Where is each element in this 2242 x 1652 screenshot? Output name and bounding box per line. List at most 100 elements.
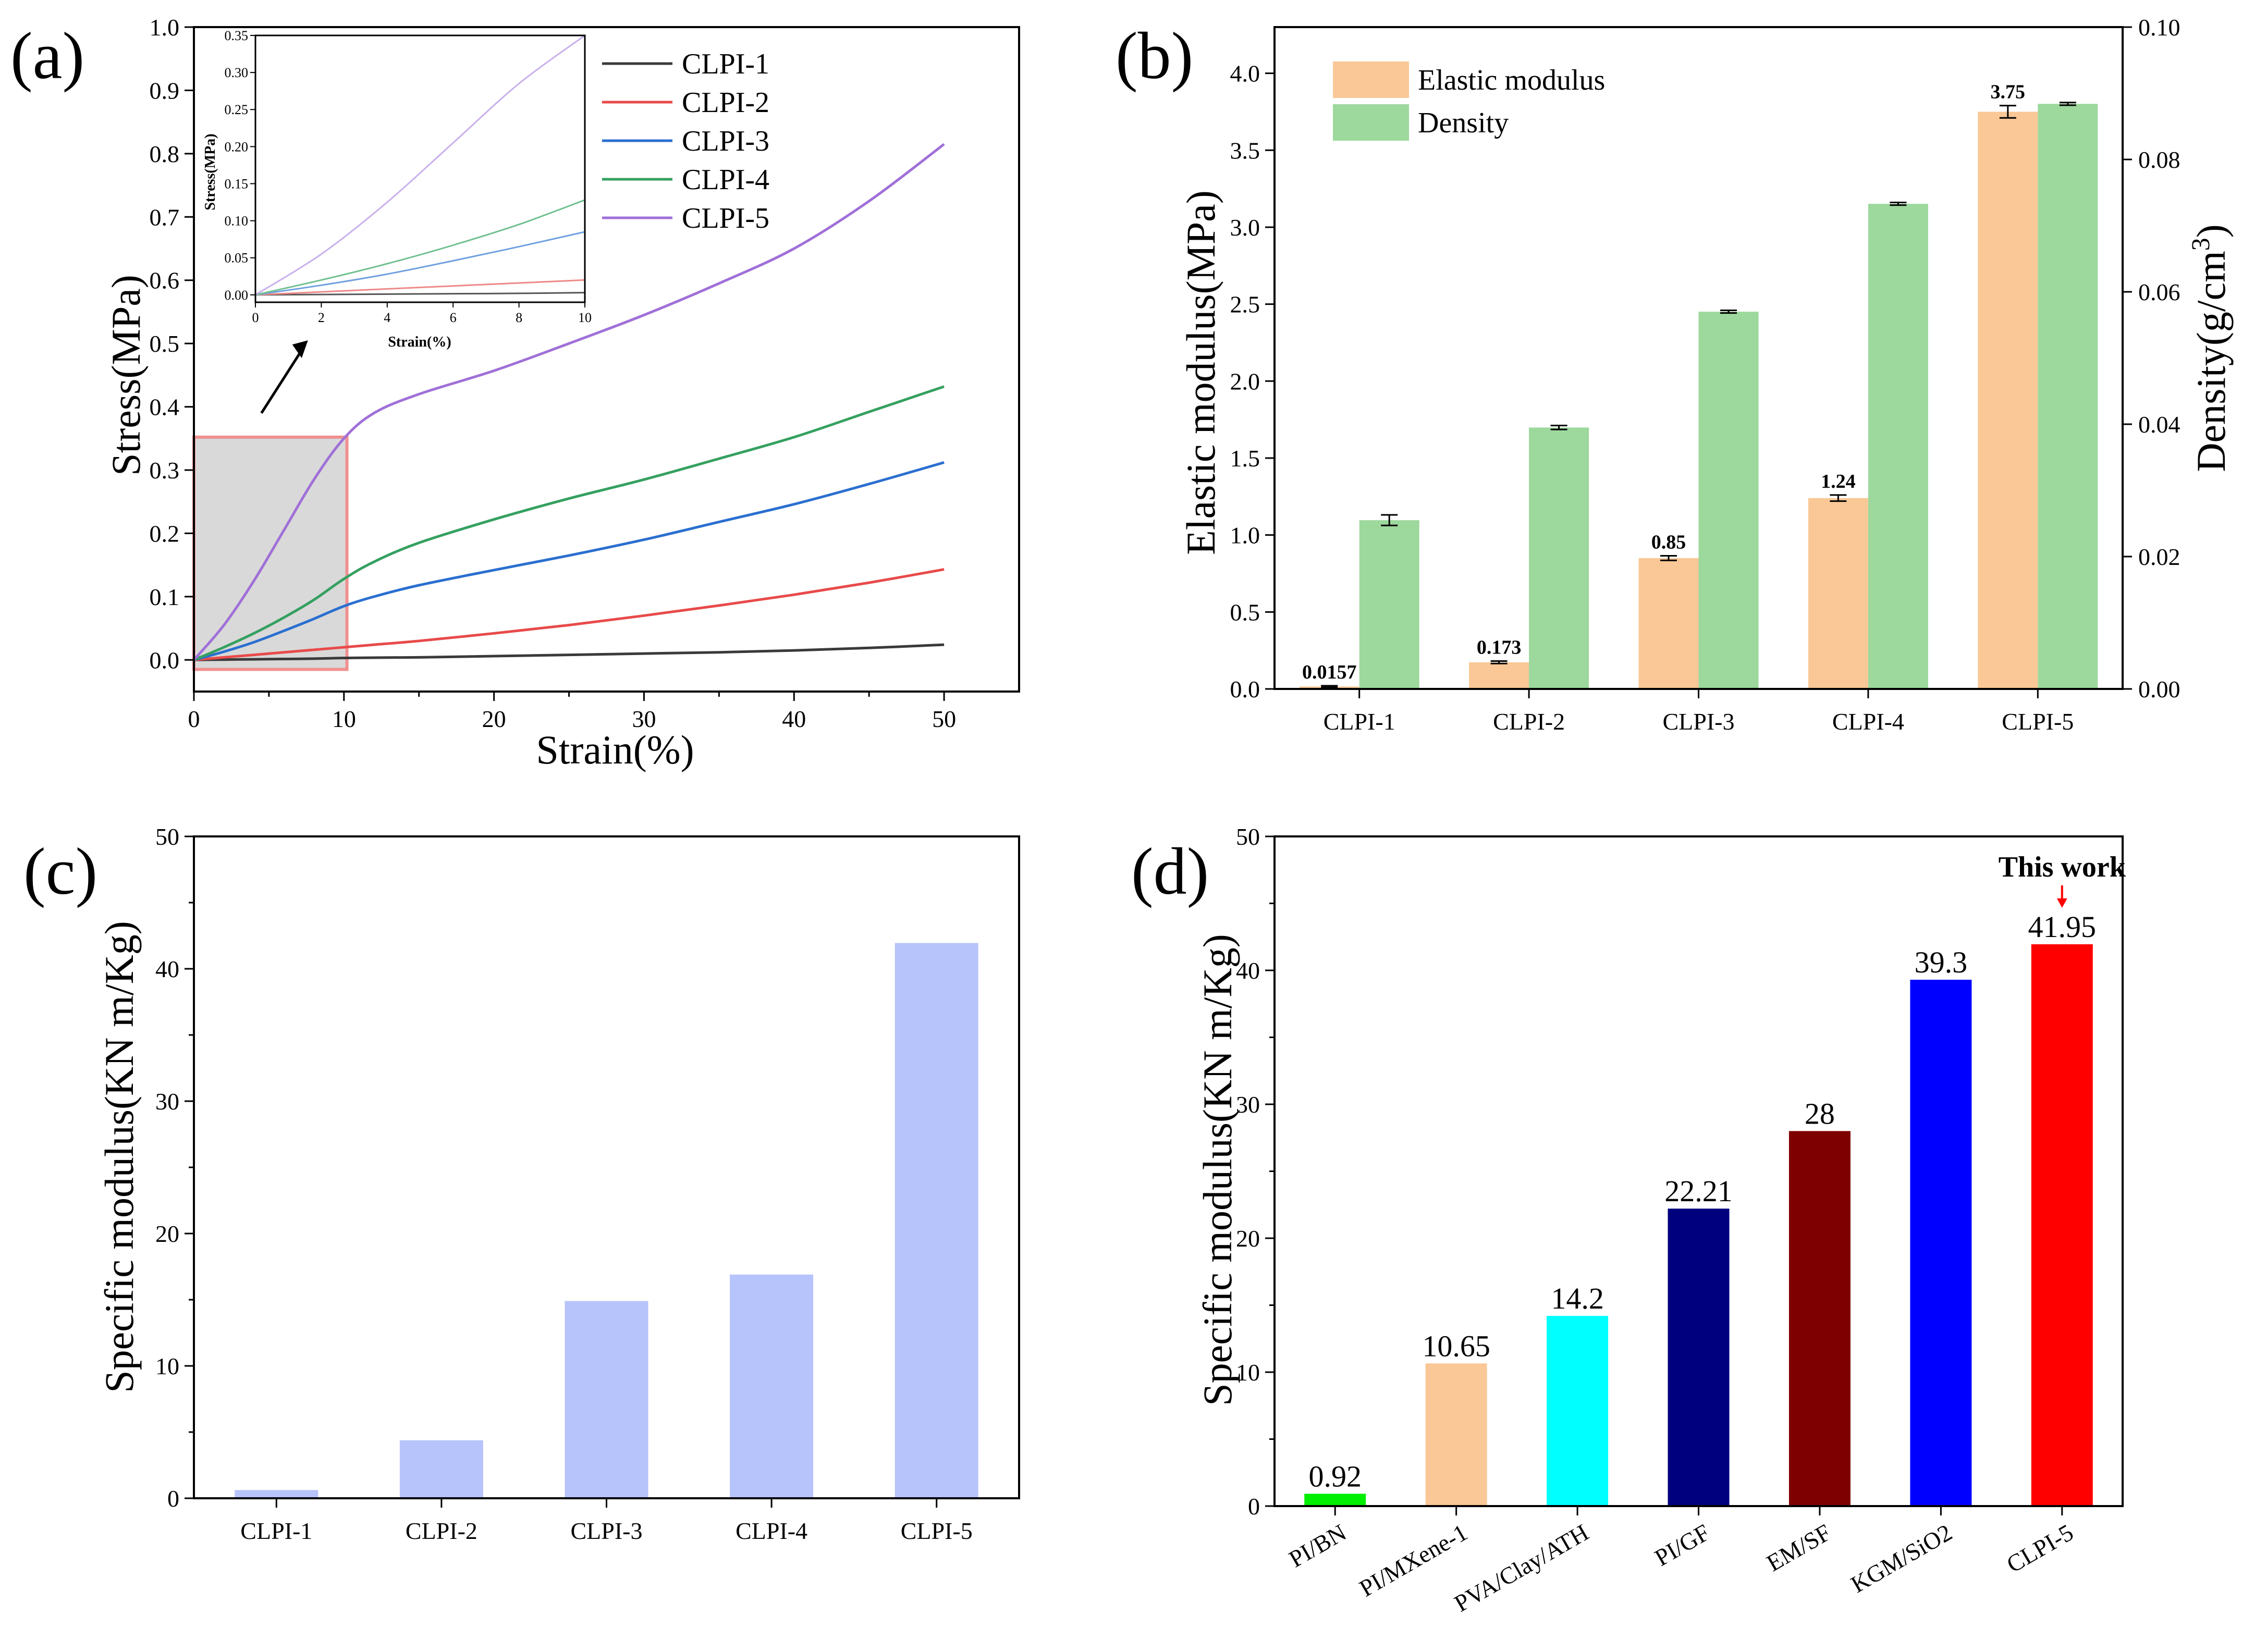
bar-value-label: 28: [1805, 1096, 1835, 1130]
x-tick-label: 40: [782, 706, 806, 732]
y-tick-label: 0.4: [150, 394, 180, 421]
bar-value-label: 39.3: [1915, 945, 1968, 979]
panel-d-axes-frame: [1273, 835, 2124, 1507]
legend-swatch-elastic-modulus: [1333, 61, 1409, 98]
y-tick-label: 20: [155, 1220, 179, 1247]
left-y-tick-label: 1.5: [1230, 445, 1260, 472]
bar-value-label: 41.95: [2028, 910, 2097, 944]
panel-a-axes-frame: [193, 26, 1020, 693]
x-tick-label: CLPI-1: [240, 1518, 312, 1544]
density-bar-clpi-1: [1359, 520, 1419, 689]
x-tick-label: 10: [332, 706, 356, 732]
panel-a-ticks: 0 10 20 30 40 500.00.10.20.30.40.50.60.70.80.…: [150, 14, 957, 732]
bar-value-label: 10.65: [1422, 1329, 1490, 1363]
zoom-arrow: [260, 349, 303, 414]
elastic-modulus-bar-clpi-3: [1638, 558, 1699, 689]
panel-b-axes-frame: [1273, 26, 2124, 690]
density-label-main: Density(g/cm: [2188, 251, 2234, 472]
y-tick-label: 0.8: [150, 141, 180, 167]
panel-c-ticks: 0 10 20 30 40 50 CLPI-1 CLPI-2 CLPI-3 CLPI-4 CLPI-…: [155, 823, 973, 1544]
inset-x-tick-label: 6: [450, 310, 457, 325]
right-y-tick-label: 0.04: [2138, 411, 2180, 438]
legend-label-density: Density: [1418, 107, 1509, 139]
inset-series-lines: [255, 34, 585, 296]
panel-d-label: (d): [1131, 834, 1209, 908]
right-y-tick-label: 0.08: [2138, 146, 2180, 173]
left-y-tick-label: 2.5: [1230, 291, 1260, 318]
specific-modulus-bar-clpi-2: [399, 1440, 483, 1498]
x-tick-label: 20: [482, 706, 506, 732]
x-tick-label: CLPI-4: [1832, 708, 1904, 735]
x-tick-label: CLPI-3: [571, 1518, 643, 1544]
elastic-modulus-data-label: 1.24: [1821, 471, 1856, 492]
x-tick-label: CLPI-5: [901, 1518, 973, 1544]
elastic-modulus-bar-clpi-2: [1469, 662, 1529, 689]
y-tick-label: 0.2: [150, 520, 180, 547]
y-tick-label: 0.3: [150, 457, 180, 484]
legend-label-clpi-3: CLPI-3: [682, 125, 769, 157]
inset-line-clpi-5: [255, 34, 585, 296]
panel-c-bars: [235, 943, 978, 1498]
panel-c-axes-frame: [193, 835, 1020, 1499]
inset-y-tick-label: 0.05: [225, 251, 249, 266]
panel-d-y-axis-label: Specific modulus(KN m/Kg): [1195, 934, 1240, 1406]
specific-modulus-bar-clpi-1: [235, 1490, 318, 1498]
y-tick-label: 10: [155, 1353, 179, 1379]
y-tick-label: 10: [1236, 1359, 1260, 1386]
panel-a-series-lines: [193, 143, 945, 661]
x-tick-label: 30: [632, 706, 656, 732]
x-tick-label: CLPI-5: [2002, 708, 2074, 735]
y-tick-label: 30: [155, 1088, 179, 1115]
left-y-tick-label: 0.5: [1230, 599, 1260, 625]
density-bar-clpi-4: [1868, 204, 1928, 689]
left-y-tick-label: 4.0: [1230, 60, 1260, 87]
inset-y-tick-label: 0.20: [225, 139, 249, 154]
panel-a-legend: CLPI-1 CLPI-2 CLPI-3 CLPI-4 CLPI-5: [602, 48, 769, 235]
elastic-modulus-data-label: 3.75: [1991, 81, 2026, 103]
inset-ticks: 0 2 4 6 8 10 0.00 0.05 0.10 0.15 0.20 0.25 0.30 0.35: [225, 28, 592, 325]
panel-c-label: (c): [23, 834, 97, 908]
left-y-tick-label: 3.0: [1230, 214, 1260, 241]
y-tick-label: 0.9: [150, 77, 180, 104]
elastic-modulus-data-label: 0.173: [1477, 637, 1522, 659]
panel-a-y-axis-label: Stress(MPa): [103, 275, 149, 476]
panel-a-x-axis-label: Strain(%): [536, 727, 694, 772]
inset-line-clpi-1: [255, 292, 585, 296]
x-tick-label: 50: [932, 706, 956, 732]
x-tick-label: CLPI-1: [1324, 708, 1395, 735]
bar-value-label: 22.21: [1664, 1174, 1733, 1208]
inset-y-tick-label: 0.30: [225, 65, 249, 80]
comparison-bar: [1547, 1316, 1609, 1506]
y-tick-label: 50: [1236, 823, 1260, 850]
inset-y-tick-label: 0.25: [225, 102, 249, 117]
inset-y-tick-label: 0.10: [225, 214, 249, 229]
inset-x-tick-label: 10: [578, 310, 592, 325]
density-bar-clpi-5: [2038, 104, 2098, 689]
panel-b-bars: 0.0157 0.173 0.85 1.24 3.75: [1299, 81, 2098, 689]
x-tick-label: CLPI-2: [1493, 708, 1565, 735]
y-tick-label: 0: [1248, 1493, 1260, 1520]
x-tick-label: CLPI-2: [406, 1518, 477, 1544]
comparison-bar: [2031, 944, 2093, 1506]
panel-b-left-axis-label: Elastic modulus(MPa): [1178, 190, 1223, 555]
right-y-tick-label: 0.02: [2138, 544, 2180, 570]
y-tick-label: 0.1: [150, 584, 180, 610]
panel-c-y-axis-label: Specific modulus(KN m/Kg): [96, 921, 142, 1393]
bar-value-label: 14.2: [1551, 1281, 1604, 1315]
comparison-bar: [1668, 1209, 1730, 1506]
elastic-modulus-data-label: 0.85: [1651, 532, 1686, 553]
left-y-tick-label: 2.0: [1230, 368, 1260, 394]
elastic-modulus-bar-clpi-5: [1978, 112, 2038, 689]
comparison-bar: [1910, 979, 1972, 1506]
elastic-modulus-bar-clpi-4: [1808, 498, 1868, 689]
y-tick-label: 0.5: [150, 330, 180, 357]
inset-background: [255, 35, 585, 302]
this-work-arrow-head: [2056, 898, 2067, 908]
this-work-annotation: This work: [1999, 851, 2126, 883]
y-tick-label: 0: [167, 1485, 179, 1512]
inset-x-tick-label: 8: [516, 310, 522, 325]
panel-c: (c) 0 10 20 30 40 50 CLPI-1 CLPI-2 CLPI-3 CLPI-4 C…: [23, 823, 1020, 1544]
x-tick-label: CLPI-3: [1663, 708, 1735, 735]
